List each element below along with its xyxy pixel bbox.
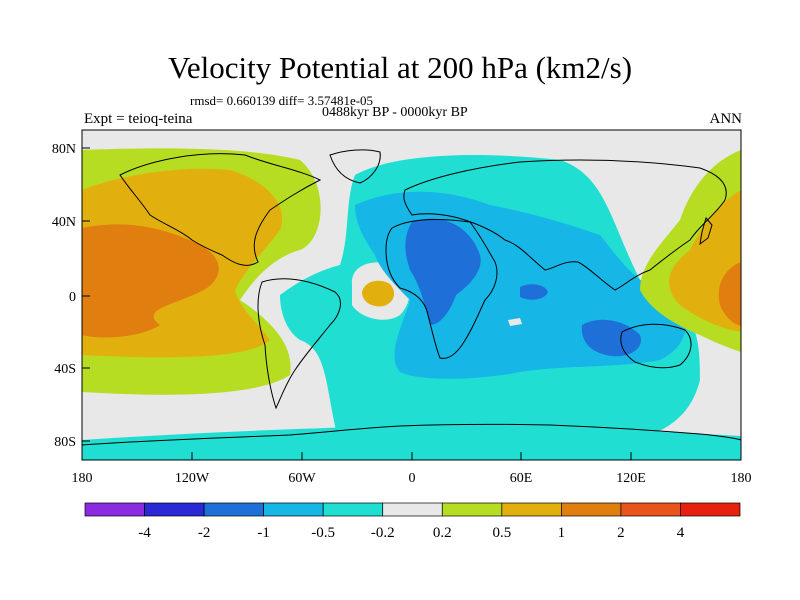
colorbar-swatch	[501, 502, 562, 517]
colorbar-swatch	[203, 502, 264, 517]
season-label: ANN	[709, 111, 743, 127]
colorbar-label: -0.2	[371, 525, 395, 541]
west-pacific-strong-region	[718, 262, 741, 326]
colorbar-swatch	[144, 502, 205, 517]
colorbar-label: 0.5	[492, 525, 511, 541]
lon-tick-label: 180	[731, 471, 752, 486]
experiment-label: Expt = teioq-teina	[84, 111, 193, 127]
lat-tick-label: 40N	[52, 215, 76, 230]
colorbar-swatch	[84, 502, 145, 517]
velocity-potential-field	[82, 130, 741, 460]
lat-tick-label: 0	[69, 290, 76, 305]
colorbar-swatch	[680, 502, 741, 517]
axis-ticks: 80N 40N 0 40S 80S 180 120W 60W 0 60E 120E 180	[52, 142, 752, 486]
coast-greenland	[329, 149, 381, 184]
coast-japan	[699, 216, 713, 246]
colorbar: -4 -2 -1 -0.5 -0.2 0.2 0.5 1 2 4	[84, 502, 741, 541]
lat-tick-label: 40S	[54, 362, 76, 377]
coast-australia	[620, 323, 692, 369]
coast-europe-asia	[403, 159, 727, 291]
south-atlantic-strong-patch	[520, 284, 548, 300]
colorbar-label: -2	[198, 525, 211, 541]
colorbar-swatch	[322, 502, 384, 517]
lon-tick-label: 60E	[510, 471, 533, 486]
colorbar-label: 0.2	[433, 525, 452, 541]
period-line: 0488kyr BP - 0000kyr BP	[322, 105, 468, 120]
colorbar-label: -4	[138, 525, 151, 541]
lon-tick-label: 0	[409, 471, 416, 486]
coast-africa	[385, 219, 498, 359]
lon-tick-label: 120W	[175, 471, 210, 486]
coastlines	[82, 149, 741, 446]
colorbar-label: -0.5	[311, 525, 335, 541]
colorbar-swatch	[620, 502, 681, 517]
lat-tick-label: 80S	[54, 435, 76, 450]
central-positive-patch	[362, 280, 395, 307]
lon-tick-label: 180	[72, 471, 93, 486]
colorbar-label: -1	[257, 525, 270, 541]
colorbar-swatch	[561, 502, 622, 517]
africa-strong-region	[405, 218, 481, 325]
madagascar-neutral-patch	[508, 318, 522, 326]
pacific-strong-region	[82, 224, 219, 338]
lon-tick-label: 120E	[616, 471, 646, 486]
colorbar-label: 1	[558, 525, 566, 541]
colorbar-swatch	[263, 502, 324, 517]
lat-tick-label: 80N	[52, 142, 76, 157]
coast-south-america	[257, 278, 341, 410]
colorbar-swatch	[441, 502, 503, 517]
stats-line: rmsd= 0.660139 diff= 3.57481e-05	[190, 93, 374, 108]
lon-tick-label: 60W	[288, 471, 316, 486]
colorbar-label: 2	[617, 525, 625, 541]
colorbar-label: 4	[677, 525, 685, 541]
map-title: Velocity Potential at 200 hPa (km2/s)	[167, 50, 633, 85]
indian-ocean-strong-region	[581, 319, 641, 357]
coast-antarctica	[82, 423, 741, 446]
colorbar-swatch	[382, 502, 443, 517]
coast-north-america	[119, 153, 322, 266]
southern-band-region	[82, 425, 741, 460]
